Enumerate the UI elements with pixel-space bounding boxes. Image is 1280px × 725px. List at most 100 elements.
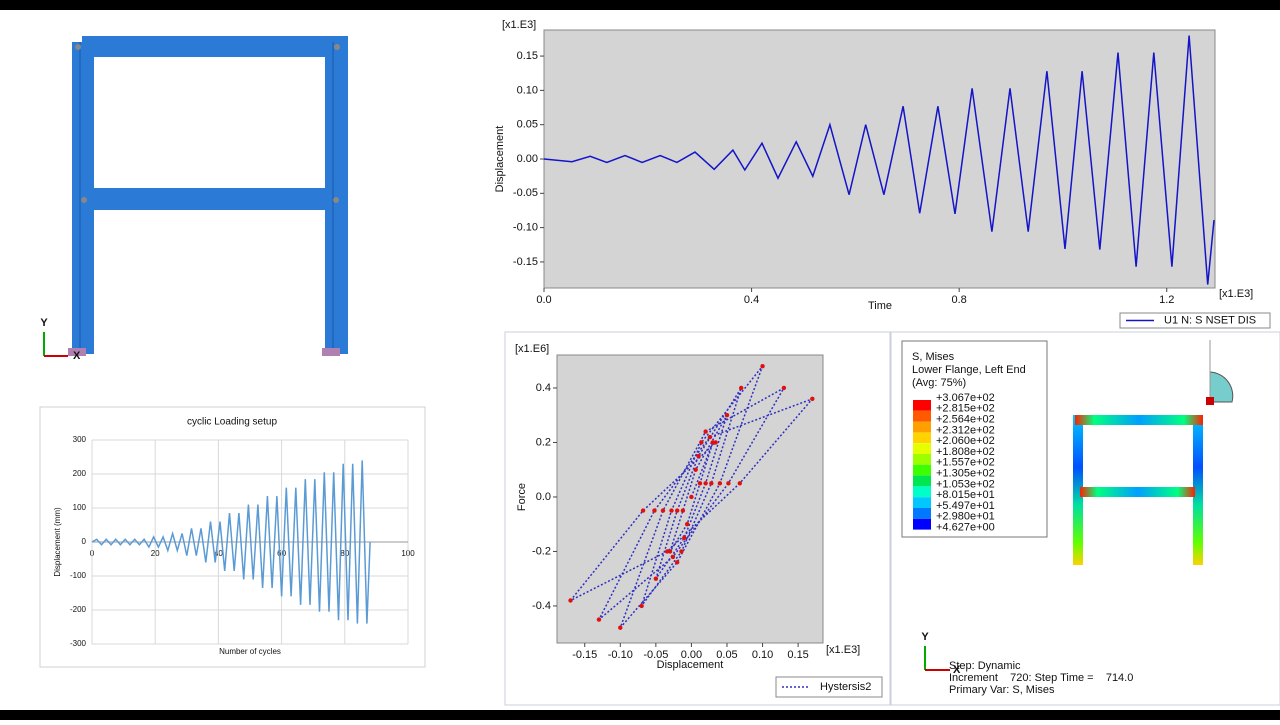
series-marker	[724, 413, 730, 418]
x-tick-label: 0.8	[952, 294, 967, 306]
series-marker	[703, 481, 708, 486]
triad-label: Y	[40, 317, 48, 329]
x-tick-label: -0.05	[643, 649, 668, 661]
color-band	[913, 486, 931, 498]
y-tick-label: 0.00	[517, 153, 538, 165]
y-tick-label: -200	[70, 605, 87, 614]
series-marker	[693, 467, 698, 472]
bottom-bar	[0, 710, 1280, 720]
series-marker	[760, 363, 765, 369]
color-band	[913, 454, 931, 465]
series-marker	[781, 385, 787, 391]
series-marker	[674, 560, 680, 565]
level-label: +1.557e+02	[936, 457, 995, 469]
level-label: +2.564e+02	[936, 414, 995, 426]
x-tick-label: 0.05	[716, 649, 737, 661]
series-marker	[568, 598, 573, 603]
level-label: +4.627e+00	[936, 522, 995, 534]
x-tick-label: -0.10	[608, 649, 633, 661]
y-tick-label: 0.05	[517, 119, 538, 131]
legend-label: U1 N: S NSET DIS	[1164, 314, 1256, 326]
y-tick-label: 200	[73, 469, 87, 478]
series-marker	[653, 576, 659, 581]
legend-box	[1119, 312, 1271, 329]
legend-title: (Avg: 75%)	[912, 377, 966, 389]
x-tick-label: 0.00	[681, 649, 702, 661]
series-marker	[709, 481, 714, 486]
y-axis-label: Displacement	[494, 126, 506, 193]
x-tick-label: 0.10	[752, 649, 773, 661]
legend-title: Lower Flange, Left End	[912, 364, 1026, 376]
top-bar	[0, 0, 1280, 10]
color-band	[913, 518, 931, 530]
y-axis-label: Force	[516, 483, 528, 511]
series-marker	[717, 481, 723, 486]
chart-title: cyclic Loading setup	[187, 417, 277, 428]
y-tick-label: -0.4	[532, 600, 551, 612]
y-tick-label: 0	[82, 537, 87, 546]
y-tick-label: 0.10	[517, 84, 538, 96]
plot-area	[556, 354, 824, 644]
color-band	[913, 432, 931, 444]
x-multiplier: [x1.E3]	[826, 644, 860, 656]
series-marker	[707, 434, 713, 440]
status-line: Increment 720: Step Time = 714.0	[949, 672, 1133, 684]
y-tick-label: -0.15	[513, 256, 538, 268]
y-tick-label: -0.05	[513, 187, 538, 199]
color-band	[913, 497, 931, 508]
y-tick-label: -300	[70, 639, 87, 648]
legend-label: Hystersis2	[820, 681, 871, 693]
y-multiplier: [x1.E3]	[502, 19, 536, 31]
series-marker	[696, 453, 701, 459]
series-marker	[640, 508, 646, 513]
x-tick-label: 1.2	[1159, 294, 1174, 306]
x-tick-label: 0.4	[744, 294, 759, 306]
series-marker	[679, 549, 684, 554]
triad-label: Y	[921, 631, 929, 643]
legend-title: S, Mises	[912, 351, 955, 363]
y-tick-label: -100	[70, 571, 87, 580]
plot-area	[543, 29, 1216, 289]
series-marker	[680, 508, 686, 513]
level-label: +2.312e+02	[936, 424, 995, 436]
color-band	[913, 464, 931, 476]
y-tick-label: 300	[73, 435, 87, 444]
level-label: +8.015e+01	[936, 489, 995, 501]
color-band	[913, 443, 931, 454]
x-multiplier: [x1.E3]	[1219, 288, 1253, 300]
series-marker	[669, 508, 674, 513]
series-marker	[682, 535, 687, 541]
frame-contour	[1073, 340, 1234, 565]
x-axis-label: Time	[868, 300, 892, 312]
series-marker	[697, 481, 703, 486]
series-marker	[596, 617, 602, 622]
y-axis-label: Displacement (mm)	[53, 507, 62, 577]
series-marker	[660, 508, 666, 513]
series-marker	[726, 481, 731, 486]
level-label: +3.067e+02	[936, 392, 995, 404]
series-marker	[670, 554, 676, 560]
y-multiplier: [x1.E6]	[515, 343, 549, 355]
series-marker	[713, 440, 718, 445]
y-tick-label: 0.4	[536, 382, 551, 394]
level-label: +5.497e+01	[936, 500, 995, 512]
y-tick-label: 100	[73, 503, 87, 512]
triad-label: X	[73, 350, 81, 362]
x-tick-label: 0.0	[536, 294, 551, 306]
y-tick-label: 0.2	[536, 436, 551, 448]
series-marker	[639, 603, 644, 609]
chart-border	[39, 406, 426, 668]
level-label: +2.060e+02	[936, 435, 995, 447]
axis-triad: Y X	[40, 317, 81, 362]
legend-box	[775, 676, 883, 698]
y-tick-label: -0.10	[513, 222, 538, 234]
series-line	[91, 460, 371, 624]
color-band	[913, 400, 931, 411]
axis-triad: Y X	[921, 631, 961, 676]
y-tick-label: 0.0	[536, 491, 551, 503]
level-label: +1.808e+02	[936, 446, 995, 458]
series-marker	[739, 385, 744, 391]
y-tick-label: 0.15	[517, 50, 538, 62]
